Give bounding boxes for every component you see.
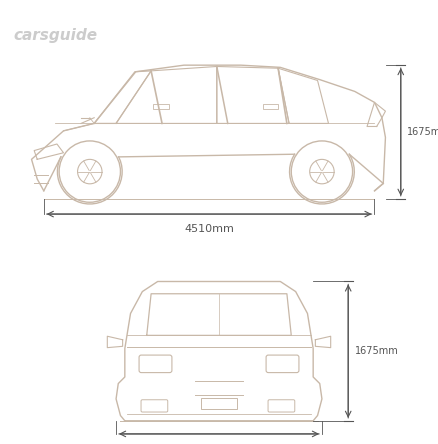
Bar — [201, 397, 237, 408]
Bar — [263, 104, 278, 109]
Text: 1675mm: 1675mm — [407, 127, 438, 137]
Text: 4510mm: 4510mm — [184, 224, 234, 234]
Text: carsguide: carsguide — [13, 28, 97, 43]
Bar — [153, 104, 169, 109]
Text: 1675mm: 1675mm — [355, 346, 399, 356]
